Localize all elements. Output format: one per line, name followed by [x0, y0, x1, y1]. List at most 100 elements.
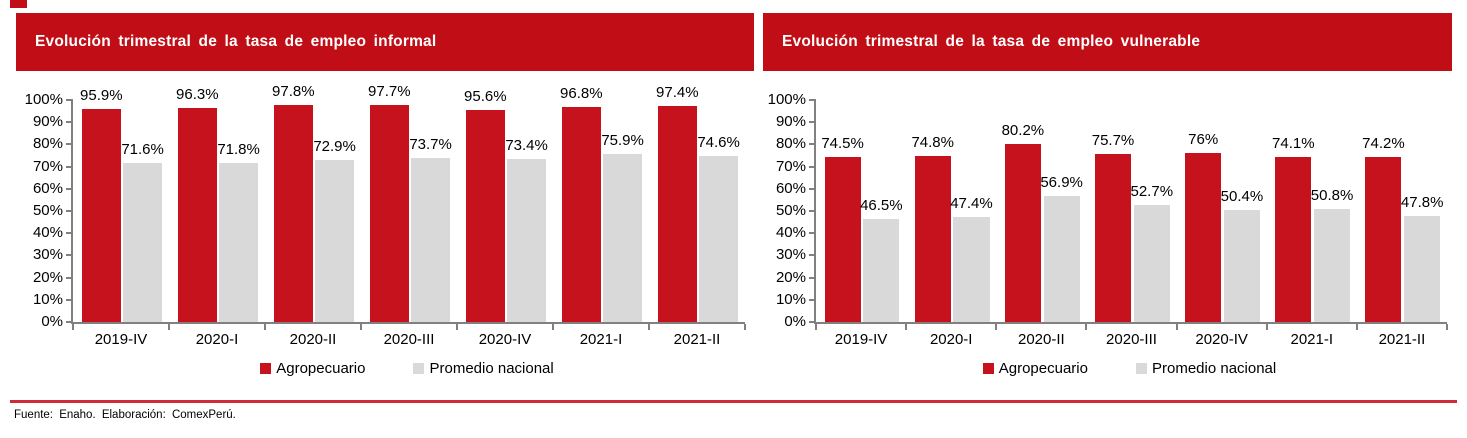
x-axis-category-label: 2021-I [579, 331, 623, 348]
y-axis-label: 10% [775, 290, 806, 308]
bar-series-1 [953, 216, 990, 322]
bar-value-label: 74.2% [1362, 135, 1405, 153]
y-axis-tick [66, 276, 73, 279]
bar-series-0 [824, 156, 861, 322]
bar-value-label: 74.6% [697, 134, 740, 152]
panel-empleo-vulnerable: Evolución trimestral de la tasa de emple… [763, 13, 1452, 385]
x-axis-tick [168, 324, 170, 330]
y-axis-label: 20% [775, 268, 806, 286]
bar-series-0 [1185, 153, 1222, 322]
x-axis-category-label: 2020-IV [478, 331, 532, 348]
y-axis-label: 100% [767, 91, 806, 108]
legend-item: Agropecuario [982, 360, 1088, 377]
bar-value-label: 96.8% [560, 85, 603, 103]
bar-value-label: 97.4% [656, 83, 699, 101]
y-axis-tick [809, 210, 816, 212]
y-axis-label: 70% [775, 157, 806, 175]
y-axis-label: 40% [775, 224, 806, 242]
corner-mark [10, 0, 27, 8]
y-axis-label: 40% [32, 224, 63, 242]
chart-title-informal: Evolución trimestral de la tasa de emple… [35, 33, 437, 50]
bar-series-0 [1094, 153, 1132, 322]
bar-value-label: 50.4% [1220, 188, 1264, 206]
x-axis-tick [1355, 324, 1358, 330]
y-axis-label: 0% [784, 313, 806, 330]
bar-value-label: 96.3% [176, 86, 219, 104]
x-axis-category-label: 2020-I [195, 331, 239, 348]
legend-item: Promedio nacional [413, 360, 554, 377]
bar-chart-plot-vulnerable: 0% 10% 20% 30% 40% 50% 60% 70% 80% 90% 100% 74.5% 46… [768, 91, 1448, 348]
y-axis-tick [809, 232, 816, 235]
chart-legend-informal: Agropecuario Promedio nacional [71, 360, 743, 377]
bar-value-label: 74.8% [911, 133, 954, 151]
y-axis-label: 0% [41, 313, 63, 330]
bar-value-label: 56.9% [1040, 173, 1083, 191]
bar-value-label: 50.8% [1310, 187, 1354, 205]
legend-label: Promedio nacional [1151, 360, 1277, 377]
x-axis-category-label: 2020-IV [1195, 331, 1248, 348]
x-axis-tick [744, 324, 746, 330]
y-axis-tick [809, 276, 816, 279]
bar-series-0 [1365, 157, 1402, 322]
bar-series-0 [914, 155, 951, 322]
y-axis-tick [809, 143, 816, 146]
x-axis-tick [905, 324, 908, 330]
bar-value-label: 97.8% [272, 82, 315, 100]
legend-label: Agropecuario [276, 360, 366, 377]
y-axis-label: 10% [32, 290, 63, 308]
y-axis-label: 30% [775, 246, 806, 264]
y-axis-label: 50% [775, 202, 806, 219]
bar-series-1 [603, 153, 642, 322]
y-axis-tick [809, 298, 816, 301]
x-axis-tick [1446, 324, 1448, 330]
x-axis-tick [72, 324, 74, 330]
bar-series-0 [562, 107, 601, 322]
x-axis-tick [264, 324, 266, 330]
bar-value-label: 47.8% [1400, 193, 1444, 211]
source-note: Fuente: Enaho. Elaboración: ComexPerú. [14, 409, 236, 421]
bar-chart-plot-informal: 0% 10% 20% 30% 40% 50% 60% 70% 80% 90% 100% 95.9% 71… [25, 83, 746, 348]
y-axis-label: 30% [32, 246, 63, 264]
bar-value-label: 52.7% [1130, 183, 1174, 200]
bar-value-label: 74.1% [1272, 135, 1315, 153]
y-axis-label: 70% [32, 157, 63, 175]
legend-label: Promedio nacional [429, 360, 554, 377]
y-axis-tick [66, 210, 73, 212]
x-axis-tick [552, 324, 554, 330]
x-axis-category-label: 2021-I [1290, 331, 1334, 348]
bar-value-label: 75.9% [601, 131, 644, 149]
bar-value-label: 97.7% [368, 83, 411, 101]
bar-series-1 [411, 158, 450, 322]
x-axis-category-label: 2020-III [383, 331, 435, 348]
y-axis-tick [809, 121, 816, 124]
y-axis-tick [66, 143, 73, 146]
y-axis-label: 50% [32, 202, 63, 219]
bar-series-1 [699, 156, 738, 322]
bar-series-0 [370, 105, 409, 322]
x-axis-category-label: 2020-III [1106, 331, 1157, 348]
bar-series-1 [1404, 215, 1441, 322]
bar-series-1 [1043, 195, 1080, 322]
bar-value-label: 95.9% [80, 87, 123, 105]
bar-series-1 [1223, 210, 1260, 322]
bar-series-0 [178, 108, 217, 322]
y-axis-tick [809, 254, 816, 257]
y-axis-label: 20% [32, 268, 63, 286]
x-axis-tick [1175, 324, 1178, 330]
y-axis-tick [66, 187, 73, 190]
x-axis-category-label: 2019-IV [834, 331, 888, 348]
legend-label: Agropecuario [998, 360, 1088, 377]
x-axis-category-label: 2021-II [673, 331, 721, 348]
bar-value-label: 73.7% [409, 136, 452, 154]
bar-series-1 [315, 160, 354, 322]
y-axis-tick [66, 232, 73, 235]
bar-value-label: 46.5% [860, 196, 903, 214]
chart-title-bar-vulnerable: Evolución trimestral de la tasa de emple… [763, 13, 1452, 71]
y-axis-tick [66, 298, 73, 301]
bar-value-label: 73.4% [505, 137, 548, 155]
y-axis-tick [809, 165, 816, 168]
x-axis-tick [1085, 324, 1088, 330]
y-axis-label: 80% [32, 135, 63, 153]
x-axis-category-label: 2020-I [929, 331, 973, 348]
